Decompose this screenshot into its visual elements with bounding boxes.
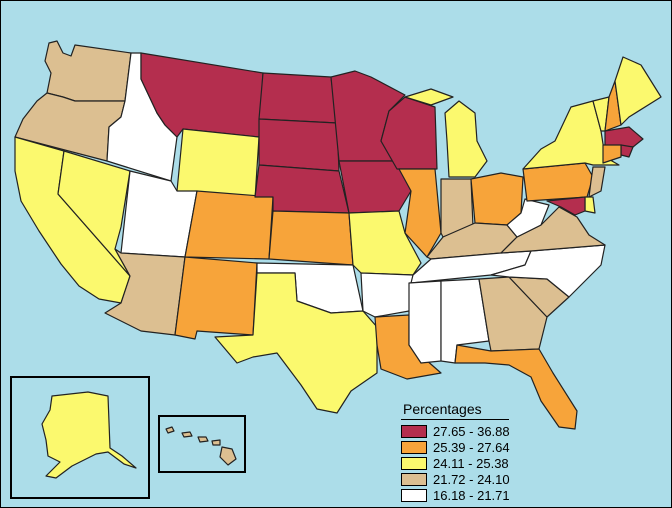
hawaii-inset [158, 415, 246, 473]
legend-item: 21.72 - 24.10 [401, 471, 513, 487]
state-md[interactable] [546, 196, 586, 216]
state-tx[interactable] [214, 272, 378, 414]
state-ak[interactable] [41, 391, 137, 479]
state-hi-4[interactable] [211, 439, 221, 446]
legend: Percentages 27.65 - 36.88 25.39 - 27.64 … [401, 401, 513, 503]
legend-label: 21.72 - 24.10 [433, 471, 510, 487]
legend-swatch [401, 472, 427, 486]
state-sd[interactable] [258, 118, 340, 172]
state-ms[interactable] [408, 280, 442, 364]
state-co[interactable] [184, 190, 274, 260]
legend-divider [401, 419, 509, 420]
state-wa[interactable] [44, 40, 132, 102]
state-hi-2[interactable] [181, 431, 193, 438]
alaska-inset [10, 376, 150, 499]
state-ar[interactable] [360, 272, 414, 318]
state-nj[interactable] [588, 166, 606, 198]
state-mo[interactable] [348, 210, 422, 276]
legend-item: 25.39 - 27.64 [401, 439, 513, 455]
legend-swatch [401, 440, 427, 454]
state-ri[interactable] [620, 144, 634, 158]
state-ma[interactable] [604, 126, 644, 148]
state-wy[interactable] [176, 128, 260, 200]
state-ia[interactable] [338, 160, 412, 214]
legend-swatch [401, 488, 427, 502]
legend-label: 16.18 - 21.71 [433, 487, 510, 503]
legend-item: 27.65 - 36.88 [401, 423, 513, 439]
legend-label: 25.39 - 27.64 [433, 439, 510, 455]
state-nd[interactable] [258, 72, 338, 124]
state-mi[interactable] [404, 88, 488, 178]
state-nm[interactable] [174, 256, 258, 340]
legend-item: 24.11 - 25.38 [401, 455, 513, 471]
state-ct[interactable] [602, 144, 622, 164]
legend-label: 24.11 - 25.38 [433, 455, 509, 471]
legend-label: 27.65 - 36.88 [433, 423, 510, 439]
legend-title: Percentages [403, 401, 482, 417]
state-me[interactable] [614, 56, 662, 126]
state-nc[interactable] [490, 244, 606, 298]
state-fl[interactable] [454, 344, 578, 430]
legend-item: 16.18 - 21.71 [401, 487, 513, 503]
state-hi-1[interactable] [165, 426, 175, 434]
state-hi-3[interactable] [197, 436, 209, 443]
state-wv[interactable] [506, 198, 550, 238]
state-de[interactable] [584, 196, 596, 214]
state-pa[interactable] [522, 162, 594, 202]
legend-swatch [401, 424, 427, 438]
legend-swatch [401, 456, 427, 470]
state-hi-5[interactable] [219, 446, 237, 466]
state-ks[interactable] [268, 210, 354, 266]
